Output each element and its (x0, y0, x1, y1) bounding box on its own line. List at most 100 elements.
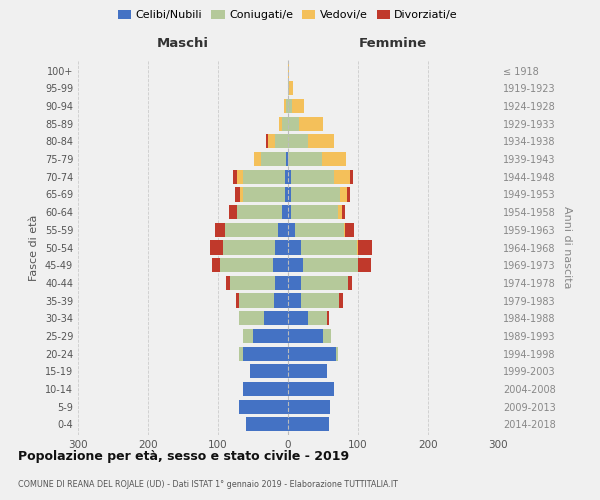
Bar (288, 364, 326, 378)
Bar (288, 222, 354, 237)
Bar (284, 99, 288, 113)
Bar (288, 205, 338, 219)
Bar (288, 382, 334, 396)
Bar (288, 152, 346, 166)
Bar (284, 99, 288, 113)
Bar (239, 400, 288, 414)
Bar (288, 276, 301, 290)
Bar (225, 222, 288, 237)
Bar (229, 205, 288, 219)
Bar (239, 346, 288, 360)
Bar (242, 188, 288, 202)
Bar (239, 311, 288, 326)
Bar (253, 329, 288, 343)
Bar (288, 188, 347, 202)
Bar (288, 364, 326, 378)
Bar (246, 418, 288, 432)
Bar (288, 329, 331, 343)
Bar (288, 188, 340, 202)
Bar (242, 382, 288, 396)
Bar (288, 311, 329, 326)
Bar (288, 418, 329, 432)
Bar (288, 294, 339, 308)
Bar (288, 258, 358, 272)
Bar (288, 258, 358, 272)
Bar (237, 170, 288, 184)
Bar (288, 276, 348, 290)
Y-axis label: Fasce di età: Fasce di età (29, 214, 39, 280)
Bar (288, 346, 338, 360)
Bar (288, 99, 304, 113)
Bar (288, 329, 323, 343)
Bar (250, 364, 288, 378)
Bar (274, 294, 288, 308)
Bar (288, 346, 335, 360)
Bar (288, 240, 301, 254)
Bar (239, 311, 288, 326)
Bar (288, 134, 334, 148)
Bar (226, 276, 288, 290)
Bar (242, 329, 288, 343)
Bar (272, 258, 288, 272)
Bar (288, 400, 330, 414)
Bar (263, 311, 288, 326)
Bar (250, 364, 288, 378)
Bar (288, 294, 343, 308)
Bar (288, 64, 289, 78)
Bar (239, 294, 288, 308)
Bar (284, 188, 288, 202)
Bar (210, 240, 288, 254)
Bar (220, 258, 288, 272)
Bar (230, 276, 288, 290)
Bar (279, 116, 288, 131)
Bar (288, 346, 338, 360)
Bar (288, 311, 327, 326)
Bar (288, 81, 293, 96)
Bar (212, 258, 288, 272)
Bar (288, 240, 358, 254)
Bar (250, 364, 288, 378)
Legend: Celibi/Nubili, Coniugati/e, Vedovi/e, Divorziati/e: Celibi/Nubili, Coniugati/e, Vedovi/e, Di… (113, 6, 463, 25)
Bar (288, 276, 352, 290)
Bar (288, 222, 295, 237)
Bar (288, 400, 330, 414)
Bar (288, 99, 292, 113)
Bar (215, 222, 288, 237)
Bar (288, 170, 350, 184)
Bar (242, 382, 288, 396)
Bar (288, 258, 371, 272)
Bar (239, 400, 288, 414)
Bar (288, 152, 346, 166)
Bar (237, 205, 288, 219)
Bar (288, 81, 289, 96)
Bar (242, 329, 288, 343)
Bar (288, 346, 338, 360)
Bar (239, 294, 288, 308)
Bar (288, 294, 301, 308)
Bar (288, 205, 342, 219)
Bar (242, 382, 288, 396)
Bar (288, 116, 323, 131)
Bar (288, 222, 344, 237)
Bar (288, 240, 356, 254)
Bar (275, 134, 288, 148)
Bar (288, 205, 291, 219)
Bar (246, 418, 288, 432)
Bar (288, 188, 291, 202)
Text: COMUNE DI REANA DEL ROJALE (UD) - Dati ISTAT 1° gennaio 2019 - Elaborazione TUTT: COMUNE DI REANA DEL ROJALE (UD) - Dati I… (18, 480, 398, 489)
Bar (288, 382, 334, 396)
Bar (233, 170, 288, 184)
Bar (242, 170, 288, 184)
Bar (239, 400, 288, 414)
Bar (288, 222, 346, 237)
Bar (223, 240, 288, 254)
Bar (288, 99, 304, 113)
Bar (286, 152, 288, 166)
Bar (286, 99, 288, 113)
Bar (275, 240, 288, 254)
Bar (288, 364, 326, 378)
Bar (241, 188, 288, 202)
Text: Popolazione per età, sesso e stato civile - 2019: Popolazione per età, sesso e stato civil… (18, 450, 349, 463)
Bar (220, 258, 288, 272)
Bar (254, 152, 288, 166)
